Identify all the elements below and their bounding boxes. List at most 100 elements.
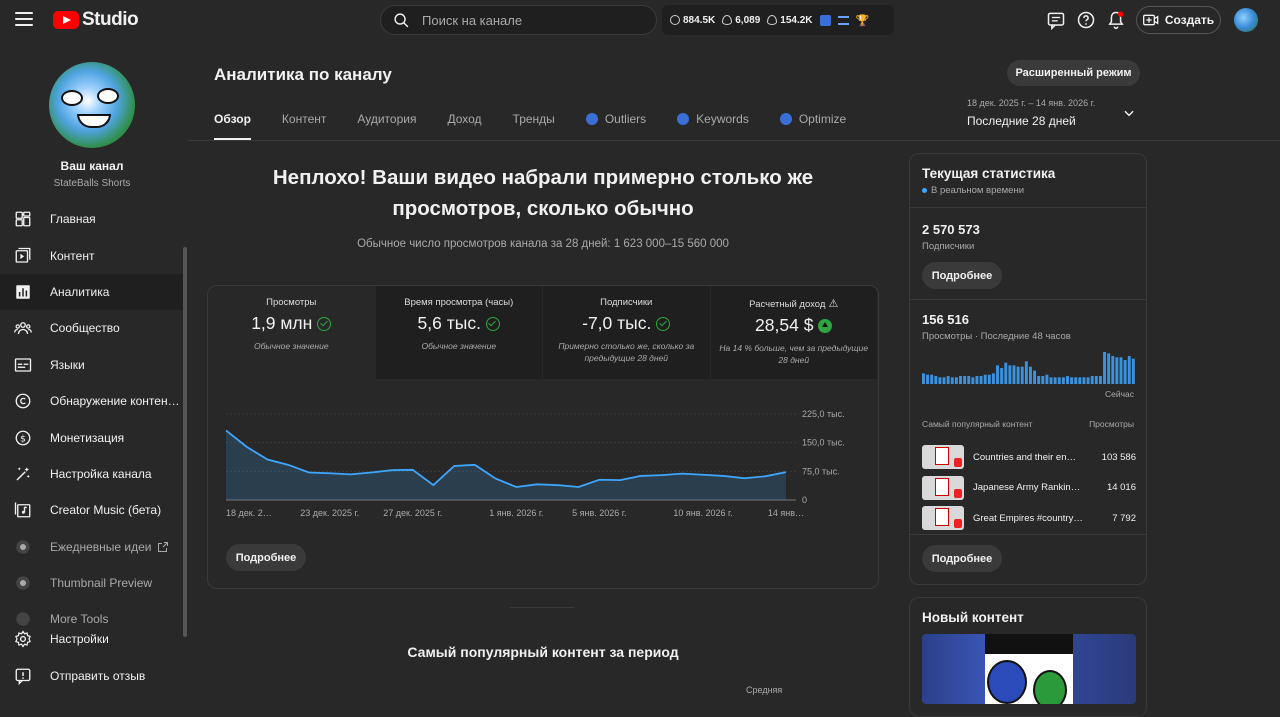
tab-optimize[interactable]: Optimize: [779, 112, 846, 140]
tab-обзор[interactable]: Обзор: [214, 112, 251, 140]
realtime-bar[interactable]: [1078, 377, 1082, 384]
realtime-bar[interactable]: [1053, 377, 1057, 384]
realtime-bar[interactable]: [1086, 377, 1090, 384]
sidebar-item-analytics[interactable]: Аналитика: [0, 273, 184, 311]
data-point[interactable]: [348, 472, 352, 476]
realtime-bar[interactable]: [1090, 376, 1094, 384]
data-point[interactable]: [577, 485, 581, 489]
data-point[interactable]: [452, 464, 456, 468]
extension-icon[interactable]: [819, 14, 831, 26]
realtime-bar[interactable]: [959, 376, 962, 384]
realtime-bar[interactable]: [1061, 377, 1065, 384]
studio-logo[interactable]: Studio: [53, 9, 139, 31]
realtime-bar[interactable]: [1115, 357, 1119, 384]
data-point[interactable]: [224, 428, 228, 432]
top-content-item[interactable]: Great Empires #countryb… 7 792: [922, 505, 1136, 531]
metric-tile[interactable]: Просмотры 1,9 млн Обычное значение: [208, 286, 376, 379]
new-content-thumbnail[interactable]: [922, 634, 1136, 704]
realtime-bar[interactable]: [938, 377, 942, 384]
data-point[interactable]: [784, 470, 788, 474]
realtime-bar[interactable]: [1000, 368, 1004, 384]
data-point[interactable]: [245, 445, 249, 449]
realtime-bar[interactable]: [996, 365, 999, 384]
sidebar-item-dashboard[interactable]: Главная: [0, 201, 184, 237]
data-point[interactable]: [307, 470, 311, 474]
realtime-bar[interactable]: [1094, 376, 1098, 384]
realtime-bar[interactable]: [967, 376, 971, 384]
data-point[interactable]: [618, 478, 622, 482]
sidebar-item-ideas[interactable]: Ежедневные идеи: [0, 529, 184, 565]
sidebar-item-content[interactable]: Контент: [0, 237, 184, 273]
create-button[interactable]: Создать: [1136, 6, 1221, 34]
data-point[interactable]: [494, 477, 498, 481]
metric-tile[interactable]: Время просмотра (часы) 5,6 тыс. Обычное зн…: [375, 286, 543, 379]
data-point[interactable]: [411, 468, 415, 472]
realtime-bar[interactable]: [1004, 362, 1008, 384]
realtime-bar[interactable]: [991, 373, 995, 384]
captions-icon[interactable]: [1046, 10, 1066, 30]
realtime-bars-chart[interactable]: [922, 350, 1136, 384]
realtime-bar[interactable]: [1045, 374, 1049, 384]
extension-stats[interactable]: 884.5K 6,089 154.2K 🏆: [662, 5, 894, 35]
overview-more-button[interactable]: Подробнее: [226, 544, 306, 571]
data-point[interactable]: [286, 463, 290, 467]
data-point[interactable]: [328, 471, 332, 475]
data-point[interactable]: [431, 483, 435, 487]
subscribers-more-button[interactable]: Подробнее: [922, 262, 1002, 289]
advanced-mode-button[interactable]: Расширенный режим: [1007, 60, 1140, 86]
realtime-bar[interactable]: [1033, 370, 1037, 384]
realtime-bar[interactable]: [1041, 376, 1045, 384]
data-point[interactable]: [763, 474, 767, 478]
date-range-picker[interactable]: 18 дек. 2025 г. – 14 янв. 2026 г. Послед…: [967, 98, 1095, 128]
realtime-bar[interactable]: [1103, 352, 1106, 384]
realtime-bar[interactable]: [1119, 357, 1123, 384]
realtime-bar[interactable]: [1024, 361, 1028, 384]
help-icon[interactable]: [1076, 10, 1096, 30]
tab-контент[interactable]: Контент: [282, 112, 326, 140]
menu-icon[interactable]: [15, 12, 33, 26]
chevron-down-icon[interactable]: [1122, 106, 1136, 120]
account-avatar[interactable]: [1234, 8, 1258, 32]
realtime-bar[interactable]: [1082, 377, 1086, 384]
realtime-bar[interactable]: [1070, 377, 1074, 384]
search-input[interactable]: [422, 12, 622, 28]
realtime-bar[interactable]: [954, 377, 958, 384]
realtime-bar[interactable]: [1057, 377, 1061, 384]
realtime-bar[interactable]: [1016, 366, 1020, 384]
realtime-bar[interactable]: [971, 377, 975, 384]
data-point[interactable]: [743, 476, 747, 480]
data-point[interactable]: [680, 472, 684, 476]
metric-tile[interactable]: Подписчики -7,0 тыс. Примерно столько же, …: [543, 286, 711, 379]
views-chart[interactable]: 225,0 тыс. 150,0 тыс. 75,0 тыс. 0 18 дек. 2……: [208, 379, 879, 519]
data-point[interactable]: [390, 468, 394, 472]
realtime-bar[interactable]: [1049, 377, 1053, 384]
channel-avatar[interactable]: [49, 62, 135, 148]
sidebar-item-customization[interactable]: Настройка канала: [0, 456, 184, 492]
tab-outliers[interactable]: Outliers: [585, 112, 646, 140]
data-point[interactable]: [535, 482, 539, 486]
sidebar-item-feedback[interactable]: Отправить отзыв: [0, 657, 184, 693]
realtime-bar[interactable]: [950, 377, 954, 384]
realtime-bar[interactable]: [926, 374, 930, 384]
sidebar-item-settings[interactable]: Настройки: [0, 621, 184, 657]
realtime-bar[interactable]: [1098, 376, 1102, 384]
top-content-item[interactable]: Japanese Army Ranking… 14 016: [922, 475, 1136, 501]
realtime-bar[interactable]: [983, 374, 987, 384]
metric-tile[interactable]: Расчетный доход ⚠ 28,54 $ На 14 % больше, …: [710, 286, 878, 379]
sidebar-scrollbar[interactable]: [183, 247, 187, 637]
sidebar-item-music[interactable]: Creator Music (бета): [0, 492, 184, 528]
notifications-icon[interactable]: [1106, 10, 1126, 30]
tab-тренды[interactable]: Тренды: [513, 112, 555, 140]
data-point[interactable]: [473, 463, 477, 467]
realtime-bar[interactable]: [930, 374, 934, 384]
sidebar-item-subtitles[interactable]: Языки: [0, 347, 184, 383]
data-point[interactable]: [514, 485, 518, 489]
realtime-more-button[interactable]: Подробнее: [922, 545, 1002, 572]
sidebar-item-thumbnail[interactable]: Thumbnail Preview: [0, 565, 184, 601]
data-point[interactable]: [701, 473, 705, 477]
search-box[interactable]: [380, 5, 657, 35]
realtime-bar[interactable]: [1020, 366, 1024, 384]
realtime-bar[interactable]: [1111, 356, 1115, 384]
data-point[interactable]: [556, 483, 560, 487]
sidebar-item-community[interactable]: Сообщество: [0, 310, 184, 346]
